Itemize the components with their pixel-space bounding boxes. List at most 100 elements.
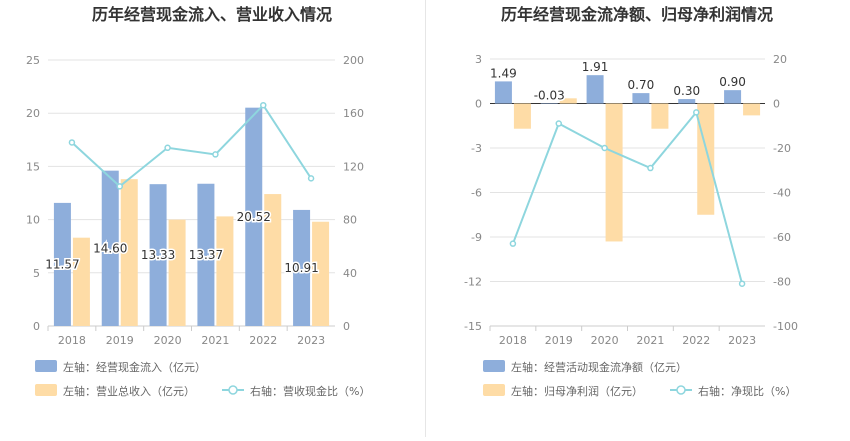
bar-series-1 — [540, 103, 558, 104]
legend-label: 右轴：营收现金比（%） — [250, 384, 370, 398]
line-point — [307, 175, 315, 182]
legend-label: 左轴：经营活动现金流净额（亿元） — [511, 360, 687, 374]
chart-1-svg: 历年经营现金流入、营业收入情况 0 5 10 15 20 25 0 40 80 120 160 200 2… — [26, 5, 370, 398]
x-axis-tick-label: 2018 — [58, 334, 86, 347]
legend-swatch — [228, 385, 238, 395]
bar-series-1 — [101, 170, 119, 326]
bar-data-label: 0.90 — [719, 75, 746, 89]
right-axis-tick-label: 80 — [343, 214, 357, 227]
chart-2-svg: 历年经营现金流净额、归母净利润情况 -15 -12 -9 -6 -3 0 3 -100 -80 -6… — [464, 5, 798, 398]
bar-series-1 — [632, 93, 650, 104]
bar-series-1 — [53, 202, 71, 326]
chart-title: 历年经营现金流净额、归母净利润情况 — [501, 5, 773, 24]
left-axis-tick-label: -15 — [464, 320, 482, 333]
bar-series-2 — [743, 103, 761, 116]
legend-label: 左轴：经营现金流入（亿元） — [63, 360, 206, 374]
bar-series-1 — [245, 107, 263, 326]
bar-series-2 — [168, 219, 186, 326]
line-point — [260, 101, 267, 109]
bar-series-1 — [197, 183, 215, 326]
bar-data-label: 1.91 — [582, 60, 609, 74]
x-axis-tick-label: 2019 — [545, 334, 573, 347]
legend-label: 左轴：归母净利润（亿元） — [511, 384, 643, 398]
x-axis-tick-label: 2020 — [154, 334, 182, 347]
line-point — [693, 109, 700, 116]
bar-series-2 — [697, 103, 715, 215]
x-axis-tick-label: 2023 — [728, 334, 756, 347]
line-series — [71, 103, 312, 188]
x-axis-tick-label: 2018 — [499, 334, 527, 347]
line-point — [116, 183, 123, 190]
line-point — [555, 120, 562, 127]
bar-data-label: -0.03 — [534, 89, 565, 103]
left-axis-tick-label: 5 — [33, 267, 40, 280]
left-axis-tick-label: 0 — [33, 320, 40, 333]
left-axis-tick-label: 25 — [26, 54, 40, 67]
legend-label: 左轴：营业总收入（亿元） — [63, 384, 195, 398]
bar-data-label: 13.33 — [141, 248, 175, 262]
left-axis-tick-label: 20 — [26, 107, 40, 120]
x-axis-tick-label: 2019 — [106, 334, 134, 347]
bar-series-2 — [264, 194, 282, 326]
legend-swatch — [483, 360, 505, 372]
right-axis-tick-label: -40 — [773, 187, 791, 200]
bar-series-2 — [651, 103, 669, 129]
left-axis-tick-label: 3 — [475, 53, 482, 66]
right-axis-tick-label: 0 — [343, 320, 350, 333]
line-point — [164, 144, 171, 152]
bar-series-1 — [293, 209, 311, 326]
right-axis-tick-label: -60 — [773, 231, 791, 244]
left-axis-tick-label: 0 — [475, 98, 482, 111]
left-axis-tick-label: 10 — [26, 214, 40, 227]
bar-data-label: 10.91 — [284, 261, 318, 275]
right-axis-tick-label: -80 — [773, 276, 791, 289]
bar-series-2 — [559, 98, 577, 104]
x-axis-tick-label: 2020 — [591, 334, 619, 347]
x-axis-tick-label: 2021 — [201, 334, 229, 347]
x-axis-tick-label: 2022 — [249, 334, 277, 347]
bar-series-2 — [605, 103, 623, 242]
bar-series-2 — [513, 103, 531, 129]
bar-data-label: 20.52 — [237, 210, 271, 224]
bar-series-1 — [149, 184, 167, 326]
legend-label: 右轴：净现比（%） — [698, 384, 796, 398]
left-axis-tick-label: -12 — [464, 276, 482, 289]
chart-title: 历年经营现金流入、营业收入情况 — [92, 5, 332, 24]
legend-swatch — [483, 384, 505, 396]
bar-data-label: 0.70 — [628, 78, 655, 92]
x-axis-tick-label: 2023 — [297, 334, 325, 347]
legend-swatch — [35, 360, 57, 372]
line-point — [509, 240, 517, 247]
legend-swatch — [676, 385, 686, 395]
bar-series-2 — [72, 237, 90, 326]
panel-divider — [425, 0, 426, 437]
bar-series-2 — [312, 221, 330, 326]
legend-swatch — [35, 384, 57, 396]
line-point — [212, 151, 219, 158]
line-point — [647, 164, 654, 172]
bar-series-1 — [586, 75, 604, 104]
bar-data-label: 13.37 — [189, 248, 223, 262]
bar-data-label: 11.57 — [45, 257, 79, 271]
bar-data-label: 14.60 — [93, 241, 127, 255]
line-point — [68, 139, 76, 146]
bar-series-2 — [216, 216, 234, 326]
right-axis-tick-label: 120 — [343, 160, 364, 173]
bar-series-1 — [494, 81, 512, 104]
bar-data-label: 1.49 — [490, 66, 517, 80]
x-axis-tick-label: 2022 — [682, 334, 710, 347]
line-point — [738, 280, 746, 287]
left-axis-tick-label: -9 — [471, 231, 482, 244]
bar-series-1 — [724, 90, 742, 104]
netcash-profit-chart: 历年经营现金流净额、归母净利润情况 -15 -12 -9 -6 -3 0 3 -100 -80 -6… — [425, 0, 850, 437]
cashflow-revenue-chart: 历年经营现金流入、营业收入情况 0 5 10 15 20 25 0 40 80 120 160 200 2… — [0, 0, 425, 437]
line-point — [601, 144, 608, 152]
bar-data-label: 0.30 — [673, 84, 700, 98]
left-axis-tick-label: -6 — [471, 187, 482, 200]
left-axis-tick-label: -3 — [471, 142, 482, 155]
x-axis-tick-label: 2021 — [636, 334, 664, 347]
bar-series-2 — [120, 179, 138, 326]
bar-series-1 — [678, 99, 696, 104]
right-axis-tick-label: 40 — [343, 267, 357, 280]
left-axis-tick-label: 15 — [26, 160, 40, 173]
